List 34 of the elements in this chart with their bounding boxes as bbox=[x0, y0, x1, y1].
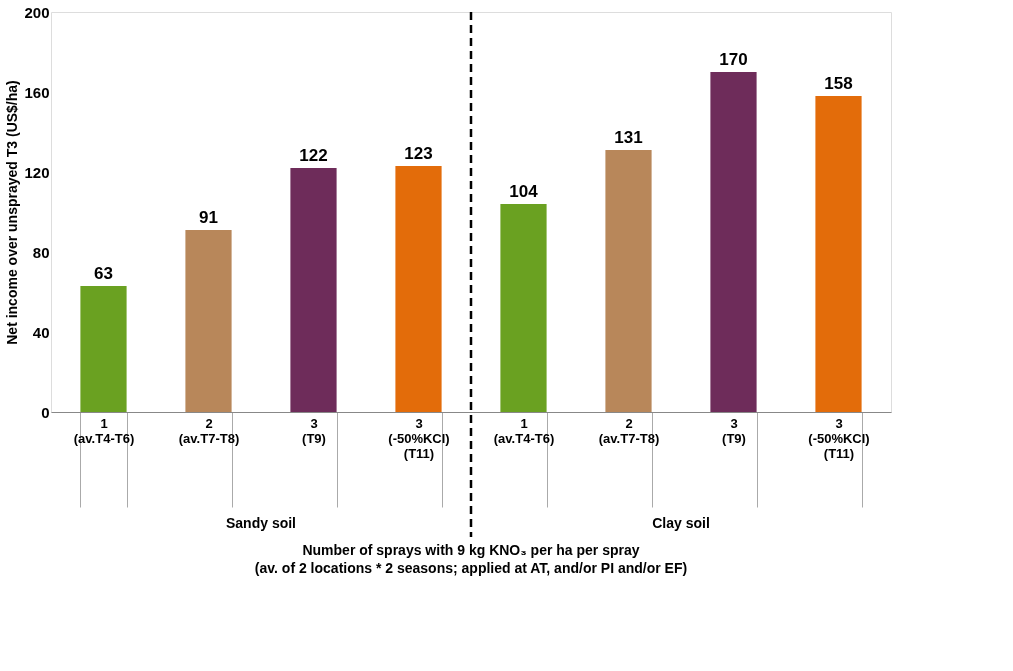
bar bbox=[80, 286, 127, 412]
data-label: 158 bbox=[824, 74, 853, 93]
x-tick-label: 2 (av.T7-T8) bbox=[178, 415, 240, 446]
bar bbox=[815, 96, 862, 412]
text: Clay soil bbox=[652, 515, 710, 531]
y-tick-label: 80 bbox=[32, 243, 50, 261]
x-tick-label: 1 (av.T4-T6) bbox=[73, 415, 135, 446]
x-tick-label: 3 (-50%KCl) (T11) bbox=[388, 415, 450, 461]
y-axis-title: Net income over unsprayed T3 (US$/ha) bbox=[4, 80, 21, 345]
data-label: 63 bbox=[94, 264, 113, 283]
y-tick-label: 160 bbox=[24, 83, 50, 101]
x-tick-label: 1 (av.T4-T6) bbox=[493, 415, 555, 446]
x-tick-label: 3 (-50%KCl) (T11) bbox=[808, 415, 870, 461]
data-label: 122 bbox=[299, 146, 328, 165]
y-tick-label: 200 bbox=[24, 3, 50, 21]
bar bbox=[710, 72, 757, 412]
x-tick-label: 3 (T9) bbox=[722, 415, 746, 446]
data-label: 104 bbox=[509, 182, 539, 201]
data-label: 131 bbox=[614, 128, 643, 147]
y-tick-label: 120 bbox=[24, 163, 50, 181]
data-label: 170 bbox=[719, 50, 748, 69]
y-tick-label: 40 bbox=[32, 323, 50, 341]
text: Sandy soil bbox=[225, 515, 297, 531]
x-tick-label: 2 (av.T7-T8) bbox=[598, 415, 660, 446]
y-tick-label: 0 bbox=[41, 403, 50, 421]
bar bbox=[185, 230, 232, 412]
bar bbox=[395, 166, 442, 412]
bar bbox=[500, 204, 547, 412]
bar bbox=[290, 168, 337, 412]
x-tick-label: 3 (T9) bbox=[302, 415, 326, 446]
data-label: 123 bbox=[404, 144, 433, 163]
text: Number of sprays with 9 kg KNO₃ per ha per spray (av. of 2 locations * 2 seasons; applied at AT, and/or PI and/or EF) bbox=[254, 542, 688, 576]
data-label: 91 bbox=[199, 208, 218, 227]
bar bbox=[605, 150, 652, 412]
